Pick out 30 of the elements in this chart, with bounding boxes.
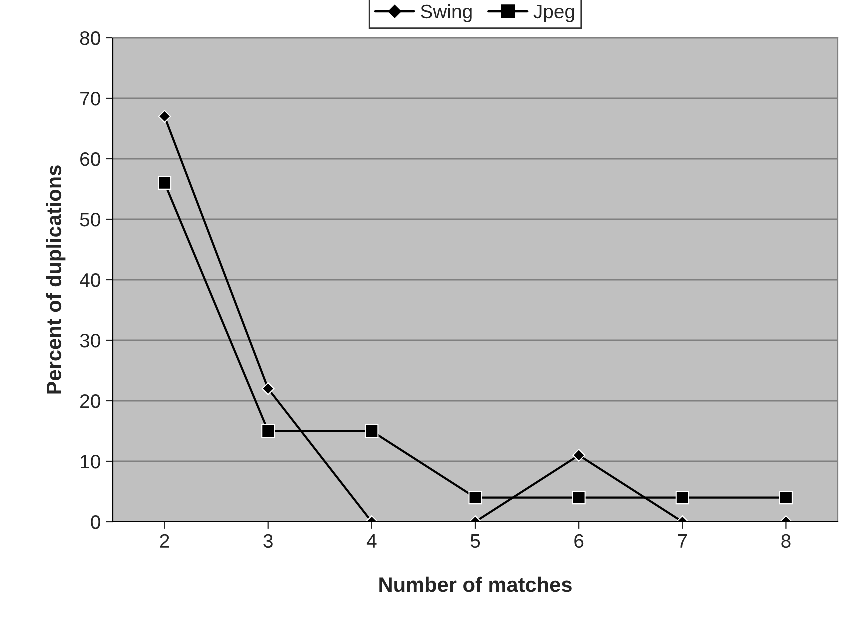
y-tick-label: 60 [80,152,100,166]
point [262,424,276,438]
y-axis-title: Percent of duplications [46,166,66,394]
legend-label: Jpeg [534,5,574,22]
y-tick-label: 0 [91,515,100,530]
y-tick-label: 30 [80,334,100,348]
x-tick-label: 2 [160,534,170,548]
x-tick-label: 6 [574,534,584,548]
x-axis-title: Number of matches [380,576,572,592]
x-tick-label: 4 [366,534,377,548]
point [468,491,482,505]
y-tick-label: 10 [81,454,100,469]
y-tick-label: 40 [80,273,100,288]
point [572,491,586,505]
x-tick-label: 7 [678,534,688,548]
y-tick-label: 80 [80,31,100,46]
point [779,491,793,505]
point [158,110,172,124]
point [365,424,379,438]
y-tick-label: 50 [80,212,100,227]
legend-label: Swing [421,4,472,22]
point [676,491,690,505]
point [262,382,275,396]
point [158,176,172,190]
point [572,449,586,462]
y-tick-label: 20 [80,394,100,408]
x-tick-label: 3 [264,534,273,548]
y-tick-label: 70 [80,92,100,106]
x-tick-label: 5 [470,534,480,548]
x-tick-label: 8 [782,534,791,548]
